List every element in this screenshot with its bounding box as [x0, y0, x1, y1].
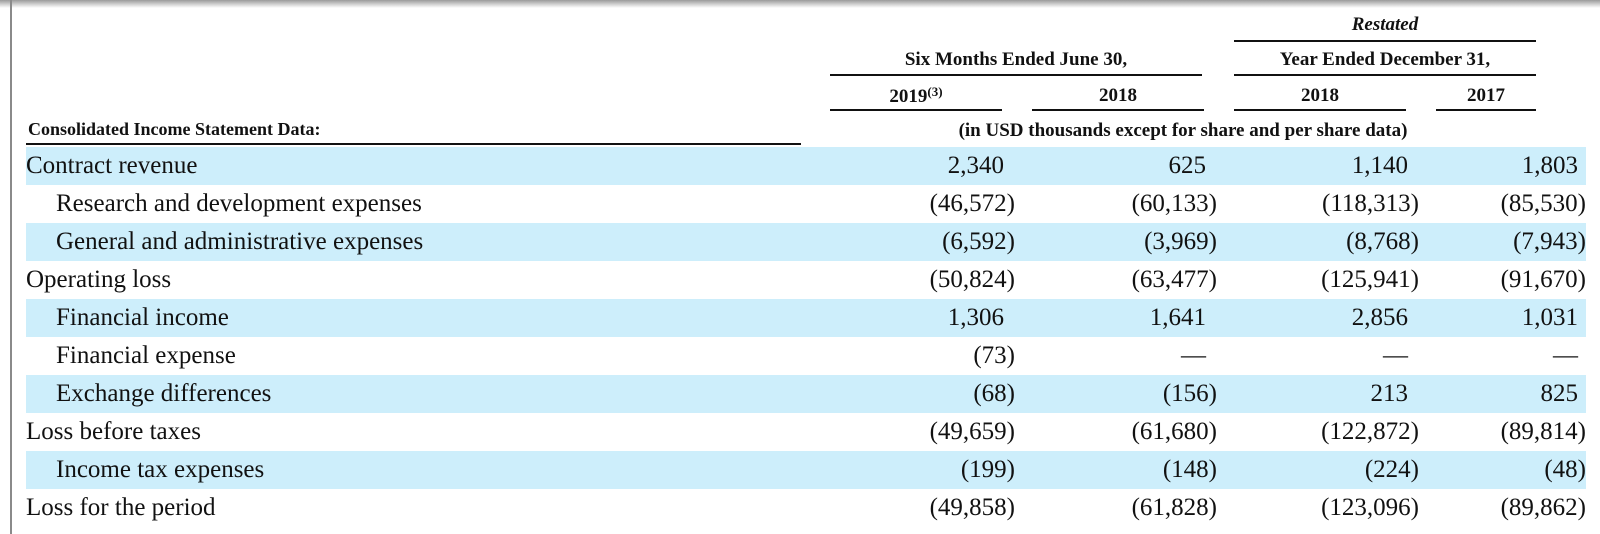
cell-col4: (85,530): [1500, 190, 1586, 217]
col4-year-header: 2017: [1467, 85, 1505, 106]
col3-year-rule: [1234, 109, 1406, 111]
row-label: Financial income: [56, 304, 229, 331]
cell-col1: (50,824): [929, 266, 1015, 293]
cell-col3: (8,768): [1346, 228, 1419, 255]
row-label: Loss before taxes: [26, 418, 201, 445]
year-ended-rule: [1234, 74, 1536, 76]
cell-col4: 825: [1540, 380, 1579, 407]
cell-col3: (224): [1364, 456, 1419, 483]
cell-col1: (199): [960, 456, 1015, 483]
table-row-research-development: Research and development expenses (46,57…: [26, 185, 1586, 223]
cell-col2: (61,828): [1131, 494, 1217, 521]
cell-col4: (89,814): [1500, 418, 1586, 445]
col1-year-header: 2019(3): [830, 84, 1002, 108]
row-label: Contract revenue: [26, 152, 198, 179]
table-row-loss-for-period: Loss for the period (49,858) (61,828) (1…: [26, 489, 1586, 527]
section-title-rule: [26, 143, 801, 145]
col1-footnote-marker: (3): [927, 84, 943, 99]
col2-year-rule: [1032, 109, 1204, 111]
cell-col1: (46,572): [929, 190, 1015, 217]
cell-col4: (48): [1544, 456, 1586, 483]
cell-col2: (3,969): [1144, 228, 1217, 255]
units-note: (in USD thousands except for share and p…: [958, 120, 1408, 141]
cell-col1: (68): [973, 380, 1015, 407]
cell-col2: 625: [1168, 152, 1207, 179]
section-title: Consolidated Income Statement Data:: [28, 119, 321, 139]
cell-col2: —: [1181, 342, 1206, 369]
cell-col3: 213: [1370, 380, 1409, 407]
cell-col2: (63,477): [1131, 266, 1217, 293]
cell-col3: 2,856: [1351, 304, 1408, 331]
cell-col1: 2,340: [947, 152, 1004, 179]
cell-col2: (61,680): [1131, 418, 1217, 445]
cell-col1: (6,592): [942, 228, 1015, 255]
row-label: Income tax expenses: [56, 456, 265, 483]
table-row-income-tax: Income tax expenses (199) (148) (224) (4…: [26, 451, 1586, 489]
six-months-header: Six Months Ended June 30,: [904, 49, 1128, 70]
window-top-border: [0, 0, 1600, 8]
cell-col2: (156): [1162, 380, 1217, 407]
six-months-rule: [830, 74, 1202, 76]
cell-col1: (73): [973, 342, 1015, 369]
col1-year-rule: [830, 109, 1002, 111]
year-ended-header: Year Ended December 31,: [1279, 49, 1491, 70]
col1-year: 2019: [889, 86, 928, 107]
row-label: Financial expense: [56, 342, 236, 369]
row-label: Exchange differences: [56, 380, 272, 407]
cell-col3: (122,872): [1321, 418, 1419, 445]
table-row-general-administrative: General and administrative expenses (6,5…: [26, 223, 1586, 261]
cell-col3: —: [1383, 342, 1408, 369]
restated-rule: [1234, 40, 1536, 42]
cell-col4: (91,670): [1500, 266, 1586, 293]
cell-col4: 1,031: [1521, 304, 1578, 331]
cell-col4: (89,862): [1500, 494, 1586, 521]
table-row-loss-before-taxes: Loss before taxes (49,659) (61,680) (122…: [26, 413, 1586, 451]
cell-col4: 1,803: [1521, 152, 1578, 179]
col4-year-rule: [1436, 109, 1536, 111]
cell-col1: (49,659): [929, 418, 1015, 445]
table-row-financial-expense: Financial expense (73) — — —: [26, 337, 1586, 375]
table-row-operating-loss: Operating loss (50,824) (63,477) (125,94…: [26, 261, 1586, 299]
table-row-exchange-differences: Exchange differences (68) (156) 213 825: [26, 375, 1586, 413]
row-label: General and administrative expenses: [56, 228, 424, 255]
table-row-contract-revenue: Contract revenue 2,340 625 1,140 1,803: [26, 147, 1586, 185]
cell-col2: (60,133): [1131, 190, 1217, 217]
cell-col1: (49,858): [929, 494, 1015, 521]
cell-col2: (148): [1162, 456, 1217, 483]
cell-col3: (125,941): [1321, 266, 1419, 293]
row-label: Loss for the period: [26, 494, 216, 521]
col2-year-header: 2018: [1099, 85, 1137, 106]
restated-label: Restated: [1351, 14, 1419, 35]
cell-col3: 1,140: [1351, 152, 1408, 179]
cell-col4: (7,943): [1513, 228, 1586, 255]
col3-year-header: 2018: [1301, 85, 1339, 106]
cell-col3: (123,096): [1321, 494, 1419, 521]
window-left-border: [10, 0, 12, 534]
cell-col1: 1,306: [947, 304, 1004, 331]
cell-col3: (118,313): [1322, 190, 1419, 217]
cell-col4: —: [1553, 342, 1578, 369]
row-label: Research and development expenses: [56, 190, 422, 217]
cell-col2: 1,641: [1149, 304, 1206, 331]
table-row-financial-income: Financial income 1,306 1,641 2,856 1,031: [26, 299, 1586, 337]
row-label: Operating loss: [26, 266, 172, 293]
